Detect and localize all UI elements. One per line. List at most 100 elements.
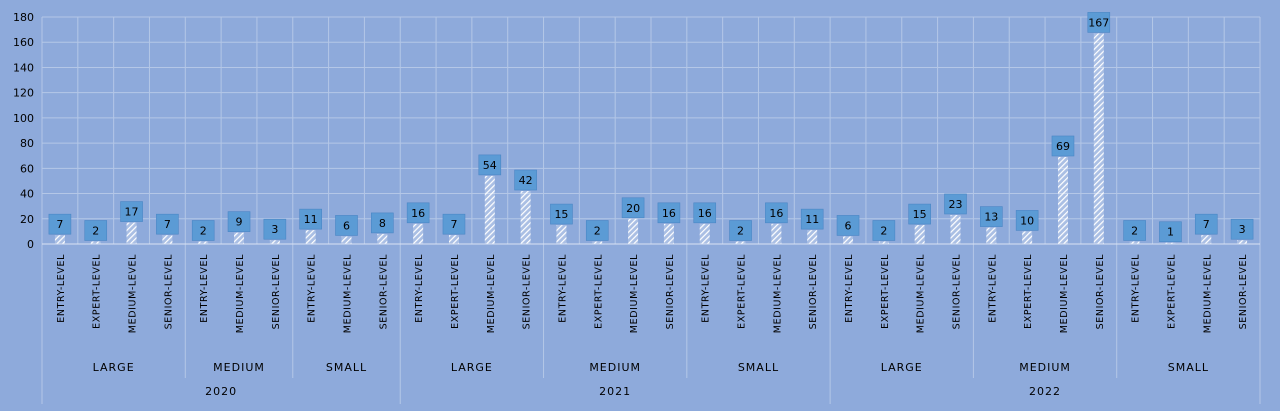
x-group-label-year: 2020 <box>205 385 237 398</box>
data-label: 54 <box>483 159 497 172</box>
data-label-box <box>836 215 860 236</box>
x-tick-label-level: ENTRY-LEVEL <box>987 254 998 323</box>
x-tick-label-level: SENIOR-LEVEL <box>665 254 676 329</box>
bar <box>843 236 854 244</box>
bar <box>484 175 495 244</box>
data-label: 6 <box>343 219 350 232</box>
y-tick-label: 40 <box>20 188 34 201</box>
data-label: 2 <box>880 224 887 237</box>
y-tick-label: 100 <box>13 112 34 125</box>
bar <box>1093 33 1104 245</box>
bar <box>1022 231 1033 244</box>
bar <box>592 241 603 244</box>
x-axis: ENTRY-LEVEL EXPERT-LEVEL MEDIUM-LEVEL SENIO… <box>41 243 1261 404</box>
y-tick-label: 140 <box>13 61 34 74</box>
data-label: 16 <box>698 207 712 220</box>
bar <box>413 223 424 244</box>
data-label: 16 <box>411 207 425 220</box>
x-tick-label-level: SENIOR-LEVEL <box>952 254 963 329</box>
y-tick-label: 20 <box>20 213 34 226</box>
bar <box>305 230 316 244</box>
data-label: 3 <box>271 223 278 236</box>
data-label: 8 <box>379 217 386 230</box>
data-label-box <box>872 220 896 241</box>
bar <box>377 233 388 244</box>
data-label-box <box>335 215 358 236</box>
data-label: 3 <box>1239 223 1246 236</box>
data-label: 15 <box>913 208 927 221</box>
data-label: 2 <box>92 224 99 237</box>
data-label-box <box>406 202 430 224</box>
data-label-box <box>299 208 322 230</box>
data-label-box <box>442 213 466 235</box>
x-tick-label-level: ENTRY-LEVEL <box>199 254 210 323</box>
data-label-box <box>1159 221 1182 243</box>
data-label-box <box>1194 213 1218 235</box>
bar <box>1201 235 1212 244</box>
x-tick-label-level: MEDIUM-LEVEL <box>629 254 640 333</box>
bar <box>914 225 925 244</box>
data-label-box <box>48 213 72 235</box>
bar <box>556 225 567 244</box>
data-label-box <box>550 203 573 225</box>
data-label: 7 <box>164 218 171 231</box>
data-label: 17 <box>125 206 139 219</box>
data-label: 2 <box>1131 224 1138 237</box>
data-label: 167 <box>1088 16 1109 29</box>
data-label: 23 <box>949 198 963 211</box>
data-label: 7 <box>56 218 63 231</box>
data-label: 69 <box>1056 140 1070 153</box>
bar <box>735 241 746 244</box>
y-axis: 0 20 40 60 80 100 120 140 160 180 <box>13 11 34 251</box>
data-label-box <box>227 211 251 232</box>
data-label-box <box>693 202 717 224</box>
bar <box>198 241 209 244</box>
bar <box>1237 240 1248 244</box>
bar <box>234 232 245 244</box>
bar <box>986 227 997 244</box>
data-label-box <box>944 193 967 215</box>
data-label: 42 <box>519 174 533 187</box>
x-tick-label-level: ENTRY-LEVEL <box>1131 254 1142 323</box>
x-tick-label-level: EXPERT-LEVEL <box>92 254 103 329</box>
x-tick-label-level: MEDIUM-LEVEL <box>128 254 139 333</box>
data-label-box <box>120 201 143 222</box>
data-label-box <box>657 202 681 224</box>
y-tick-label: 180 <box>13 11 34 24</box>
data-label-box <box>1051 135 1075 157</box>
bar <box>771 223 782 244</box>
bar <box>162 235 173 244</box>
x-tick-label-level: MEDIUM-LEVEL <box>486 254 497 333</box>
bar <box>1057 156 1068 244</box>
data-label-box <box>263 218 287 240</box>
x-tick-label-level: EXPERT-LEVEL <box>737 254 748 329</box>
x-group-label-size: SMALL <box>1168 361 1209 374</box>
data-label: 15 <box>554 208 568 221</box>
bar <box>878 241 889 244</box>
bar <box>807 230 818 244</box>
x-group-label-size: MEDIUM <box>213 361 265 374</box>
x-group-label-size: MEDIUM <box>589 361 641 374</box>
data-label-box <box>478 154 502 176</box>
data-label: 1 <box>1167 226 1174 239</box>
bar <box>448 235 459 244</box>
data-label-box <box>156 213 179 235</box>
data-label: 2 <box>594 224 601 237</box>
bar <box>1129 241 1140 244</box>
x-tick-label-level: SENIOR-LEVEL <box>1238 254 1249 329</box>
data-label: 16 <box>769 207 783 220</box>
x-group-label-size: LARGE <box>881 361 923 374</box>
data-label-box <box>1015 210 1039 231</box>
data-label: 9 <box>236 216 243 229</box>
bar <box>54 235 65 244</box>
data-label-box <box>908 203 931 225</box>
data-label-box <box>1230 218 1254 240</box>
data-label-box <box>514 169 537 191</box>
data-label-box <box>980 206 1003 227</box>
x-group-label-size: LARGE <box>451 361 493 374</box>
x-tick-label-level: MEDIUM-LEVEL <box>235 254 246 333</box>
x-tick-label-level: SENIOR-LEVEL <box>163 254 174 329</box>
bar <box>663 223 674 244</box>
